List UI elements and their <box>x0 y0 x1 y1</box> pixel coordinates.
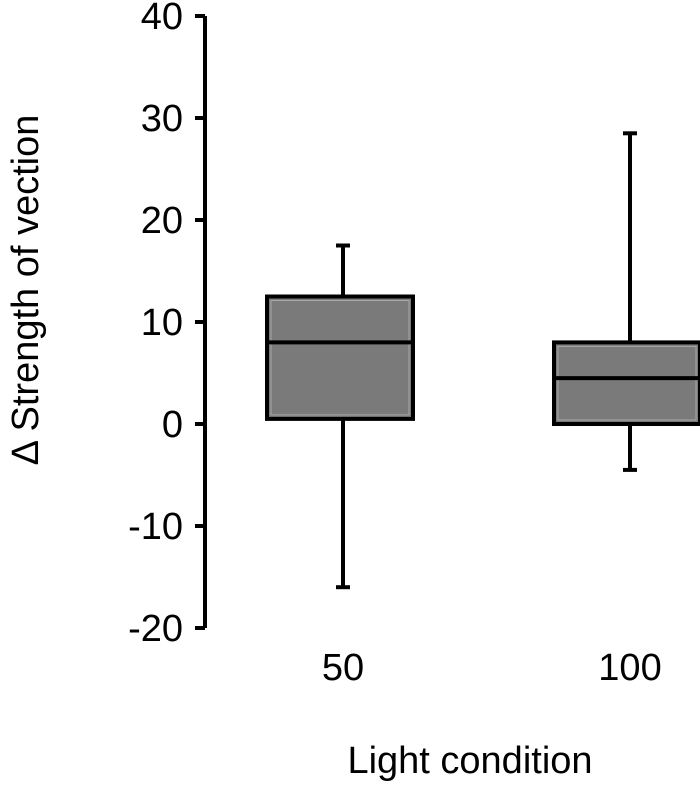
y-tick-label: -10 <box>128 506 183 548</box>
y-tick-label: 0 <box>162 404 183 446</box>
boxes <box>265 131 700 590</box>
box-100 <box>552 131 700 472</box>
iqr-box-inner-edge <box>270 300 410 416</box>
x-axis-title: Light condition <box>347 740 592 782</box>
iqr-box-inner-edge <box>557 345 697 421</box>
iqr-box <box>552 340 700 426</box>
x-tick-labels: 50 100 <box>322 647 662 689</box>
y-tick-label: 20 <box>141 200 183 242</box>
y-tick-label: 10 <box>141 302 183 344</box>
y-tick-label: 30 <box>141 98 183 140</box>
y-axis <box>195 14 207 630</box>
y-tick-label: -20 <box>128 608 183 650</box>
x-tick-label: 50 <box>322 647 364 689</box>
box-50 <box>265 243 415 590</box>
y-axis-title: Δ Strength of vection <box>5 115 47 466</box>
y-tick-label: 40 <box>141 0 183 38</box>
y-tick-labels: -20 -10 0 10 20 30 40 <box>128 0 183 650</box>
iqr-box <box>265 294 415 421</box>
x-tick-label: 100 <box>598 647 661 689</box>
